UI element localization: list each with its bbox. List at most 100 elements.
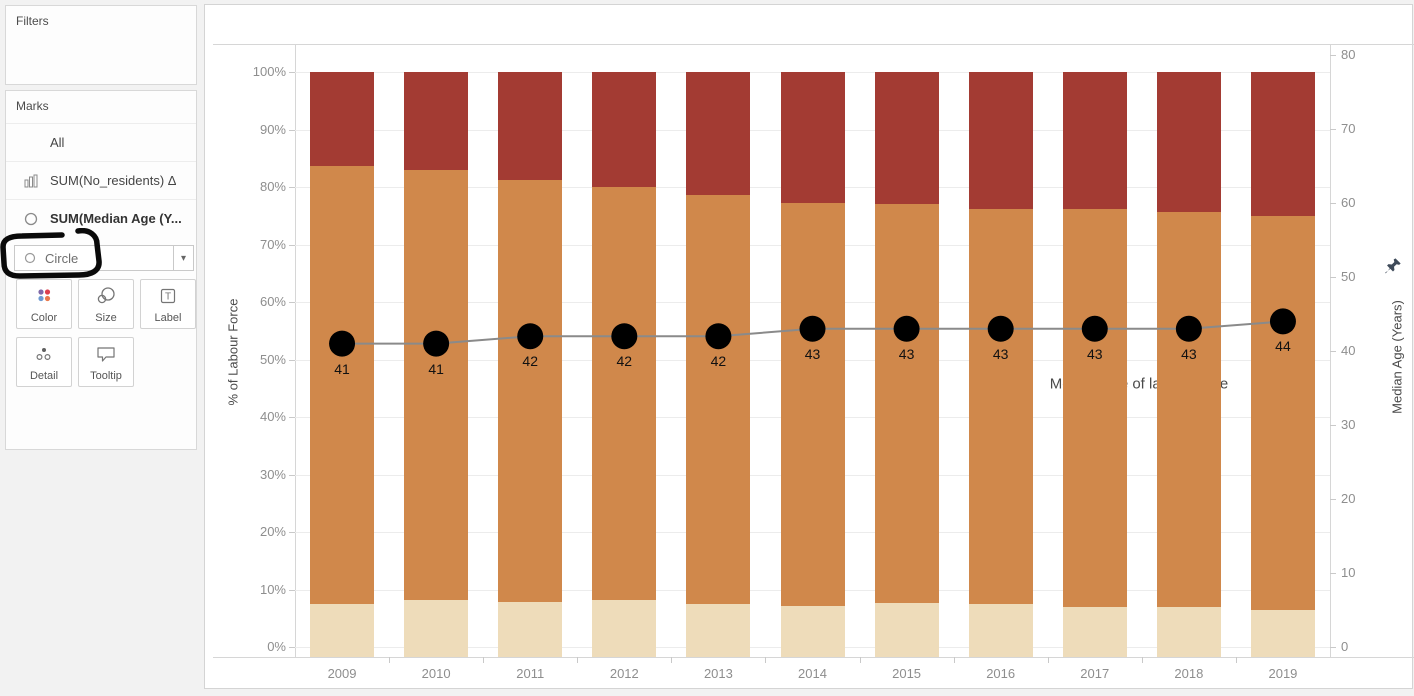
x-axis-year-label: 2018 bbox=[1174, 666, 1204, 681]
median-age-value-label: 43 bbox=[804, 345, 821, 362]
marks-card-median-age-label: SUM(Median Age (Y... bbox=[50, 211, 182, 226]
tooltip-button[interactable]: Tooltip bbox=[78, 337, 134, 387]
color-button[interactable]: Color bbox=[16, 279, 72, 329]
bar-segment-segment-middle[interactable] bbox=[498, 180, 563, 602]
bar-segment-segment-bottom[interactable] bbox=[1062, 606, 1127, 657]
left-axis-tick-label: 50% bbox=[259, 351, 286, 367]
bar-segment-segment-middle[interactable] bbox=[1062, 208, 1127, 607]
bar-segment-segment-bottom[interactable] bbox=[780, 605, 845, 657]
median-age-value-label: 42 bbox=[710, 353, 727, 370]
left-axis-tick bbox=[289, 129, 295, 131]
bar-segment-segment-top[interactable] bbox=[404, 72, 469, 170]
left-axis-tick bbox=[289, 244, 295, 246]
x-axis-tick bbox=[389, 657, 391, 663]
right-axis-tick bbox=[1330, 203, 1336, 204]
bar-segment-segment-top[interactable] bbox=[1062, 72, 1127, 209]
bar-segment-segment-middle[interactable] bbox=[404, 169, 469, 601]
right-axis-tick-label: 10 bbox=[1341, 565, 1356, 580]
bar-segment-segment-bottom[interactable] bbox=[874, 602, 939, 657]
x-axis-year-label: 2019 bbox=[1268, 666, 1298, 681]
x-axis-year-label: 2014 bbox=[798, 666, 827, 681]
median-age-value-label: 41 bbox=[334, 360, 350, 377]
bar-segment-segment-middle[interactable] bbox=[1250, 216, 1315, 611]
x-axis-year-label: 2012 bbox=[609, 666, 639, 681]
bar-segment-segment-top[interactable] bbox=[874, 72, 939, 204]
left-axis-tick-label: 70% bbox=[259, 236, 286, 252]
size-button[interactable]: Size bbox=[78, 279, 134, 329]
right-axis-tick bbox=[1330, 55, 1336, 56]
x-axis-line bbox=[213, 657, 1414, 658]
right-axis-tick-label: 0 bbox=[1341, 639, 1349, 654]
bar-segment-segment-bottom[interactable] bbox=[498, 602, 563, 657]
right-axis-tick bbox=[1330, 129, 1336, 130]
bar-segment-segment-middle[interactable] bbox=[968, 208, 1033, 605]
bar-segment-segment-middle[interactable] bbox=[310, 165, 375, 605]
x-axis-tick bbox=[859, 657, 861, 663]
bar-segment-segment-middle[interactable] bbox=[874, 203, 939, 603]
x-axis-year-label: 2010 bbox=[421, 666, 451, 681]
marks-card-no-residents-label: SUM(No_residents) Δ bbox=[50, 173, 177, 188]
x-axis-tick bbox=[953, 657, 955, 663]
bar-segment-segment-bottom[interactable] bbox=[310, 604, 375, 657]
bar-segment-segment-bottom[interactable] bbox=[1156, 607, 1221, 657]
bar-segment-segment-bottom[interactable] bbox=[686, 604, 751, 657]
right-axis-tick-label: 70 bbox=[1341, 121, 1356, 136]
marks-card-median-age[interactable]: SUM(Median Age (Y... bbox=[6, 199, 196, 237]
color-icon bbox=[35, 280, 53, 312]
right-axis-tick bbox=[1330, 351, 1336, 352]
x-axis-tick bbox=[671, 657, 673, 663]
bar-segment-segment-top[interactable] bbox=[780, 72, 845, 204]
right-axis-tick-label: 20 bbox=[1341, 491, 1356, 506]
bar-segment-segment-middle[interactable] bbox=[780, 203, 845, 606]
left-axis-tick-label: 30% bbox=[259, 466, 286, 482]
right-axis-tick-label: 50 bbox=[1341, 269, 1356, 284]
bar-segment-segment-middle[interactable] bbox=[686, 194, 751, 605]
pane-top-border bbox=[213, 44, 1414, 45]
x-axis-year-label: 2013 bbox=[703, 666, 733, 681]
bar-segment-segment-top[interactable] bbox=[310, 72, 375, 166]
pin-icon[interactable] bbox=[1384, 257, 1402, 275]
label-button[interactable]: T Label bbox=[140, 279, 196, 329]
tooltip-button-label: Tooltip bbox=[90, 370, 122, 382]
bar-segment-segment-bottom[interactable] bbox=[592, 600, 657, 657]
bar-segment-segment-top[interactable] bbox=[968, 72, 1033, 209]
detail-button[interactable]: Detail bbox=[16, 337, 72, 387]
bar-segment-segment-top[interactable] bbox=[686, 72, 751, 195]
bar-segment-segment-middle[interactable] bbox=[1156, 212, 1221, 608]
median-age-value-label: 44 bbox=[1275, 338, 1291, 355]
circle-icon bbox=[23, 212, 39, 226]
x-axis-year-label: 2017 bbox=[1080, 666, 1110, 681]
bar-segment-segment-top[interactable] bbox=[498, 72, 563, 181]
left-axis-tick-label: 100% bbox=[252, 64, 286, 79]
left-axis-tick bbox=[289, 359, 295, 361]
bar-segment-segment-top[interactable] bbox=[1156, 72, 1221, 213]
chevron-down-icon[interactable]: ▾ bbox=[173, 246, 193, 270]
left-axis-tick-label: 40% bbox=[259, 409, 286, 424]
left-axis-tick bbox=[289, 474, 295, 476]
right-axis-tick-label: 80 bbox=[1341, 47, 1356, 62]
bar-segment-segment-top[interactable] bbox=[592, 72, 657, 188]
marks-card-no-residents[interactable]: SUM(No_residents) Δ bbox=[6, 161, 196, 199]
median-age-value-label: 41 bbox=[428, 360, 444, 377]
left-axis-tick-label: 80% bbox=[259, 179, 286, 194]
x-axis-tick bbox=[1141, 657, 1143, 663]
size-button-label: Size bbox=[95, 312, 117, 324]
x-axis-tick bbox=[1047, 657, 1049, 663]
x-axis-tick bbox=[765, 657, 767, 663]
x-axis-year-label: 2016 bbox=[986, 666, 1016, 681]
bar-segment-segment-top[interactable] bbox=[1250, 72, 1315, 217]
bar-segment-segment-bottom[interactable] bbox=[1250, 610, 1315, 657]
size-icon bbox=[96, 280, 116, 312]
left-axis-tick bbox=[289, 532, 295, 533]
left-axis-tick bbox=[289, 647, 295, 648]
left-axis-tick bbox=[289, 589, 295, 591]
marks-card-all[interactable]: All bbox=[6, 123, 196, 161]
bar-segment-segment-bottom[interactable] bbox=[404, 600, 469, 657]
bar-segment-segment-bottom[interactable] bbox=[968, 604, 1033, 657]
color-button-label: Color bbox=[30, 312, 58, 324]
bar-segment-segment-middle[interactable] bbox=[592, 187, 657, 601]
left-axis-tick-label: 0% bbox=[267, 639, 286, 654]
filters-panel: Filters bbox=[5, 5, 197, 85]
